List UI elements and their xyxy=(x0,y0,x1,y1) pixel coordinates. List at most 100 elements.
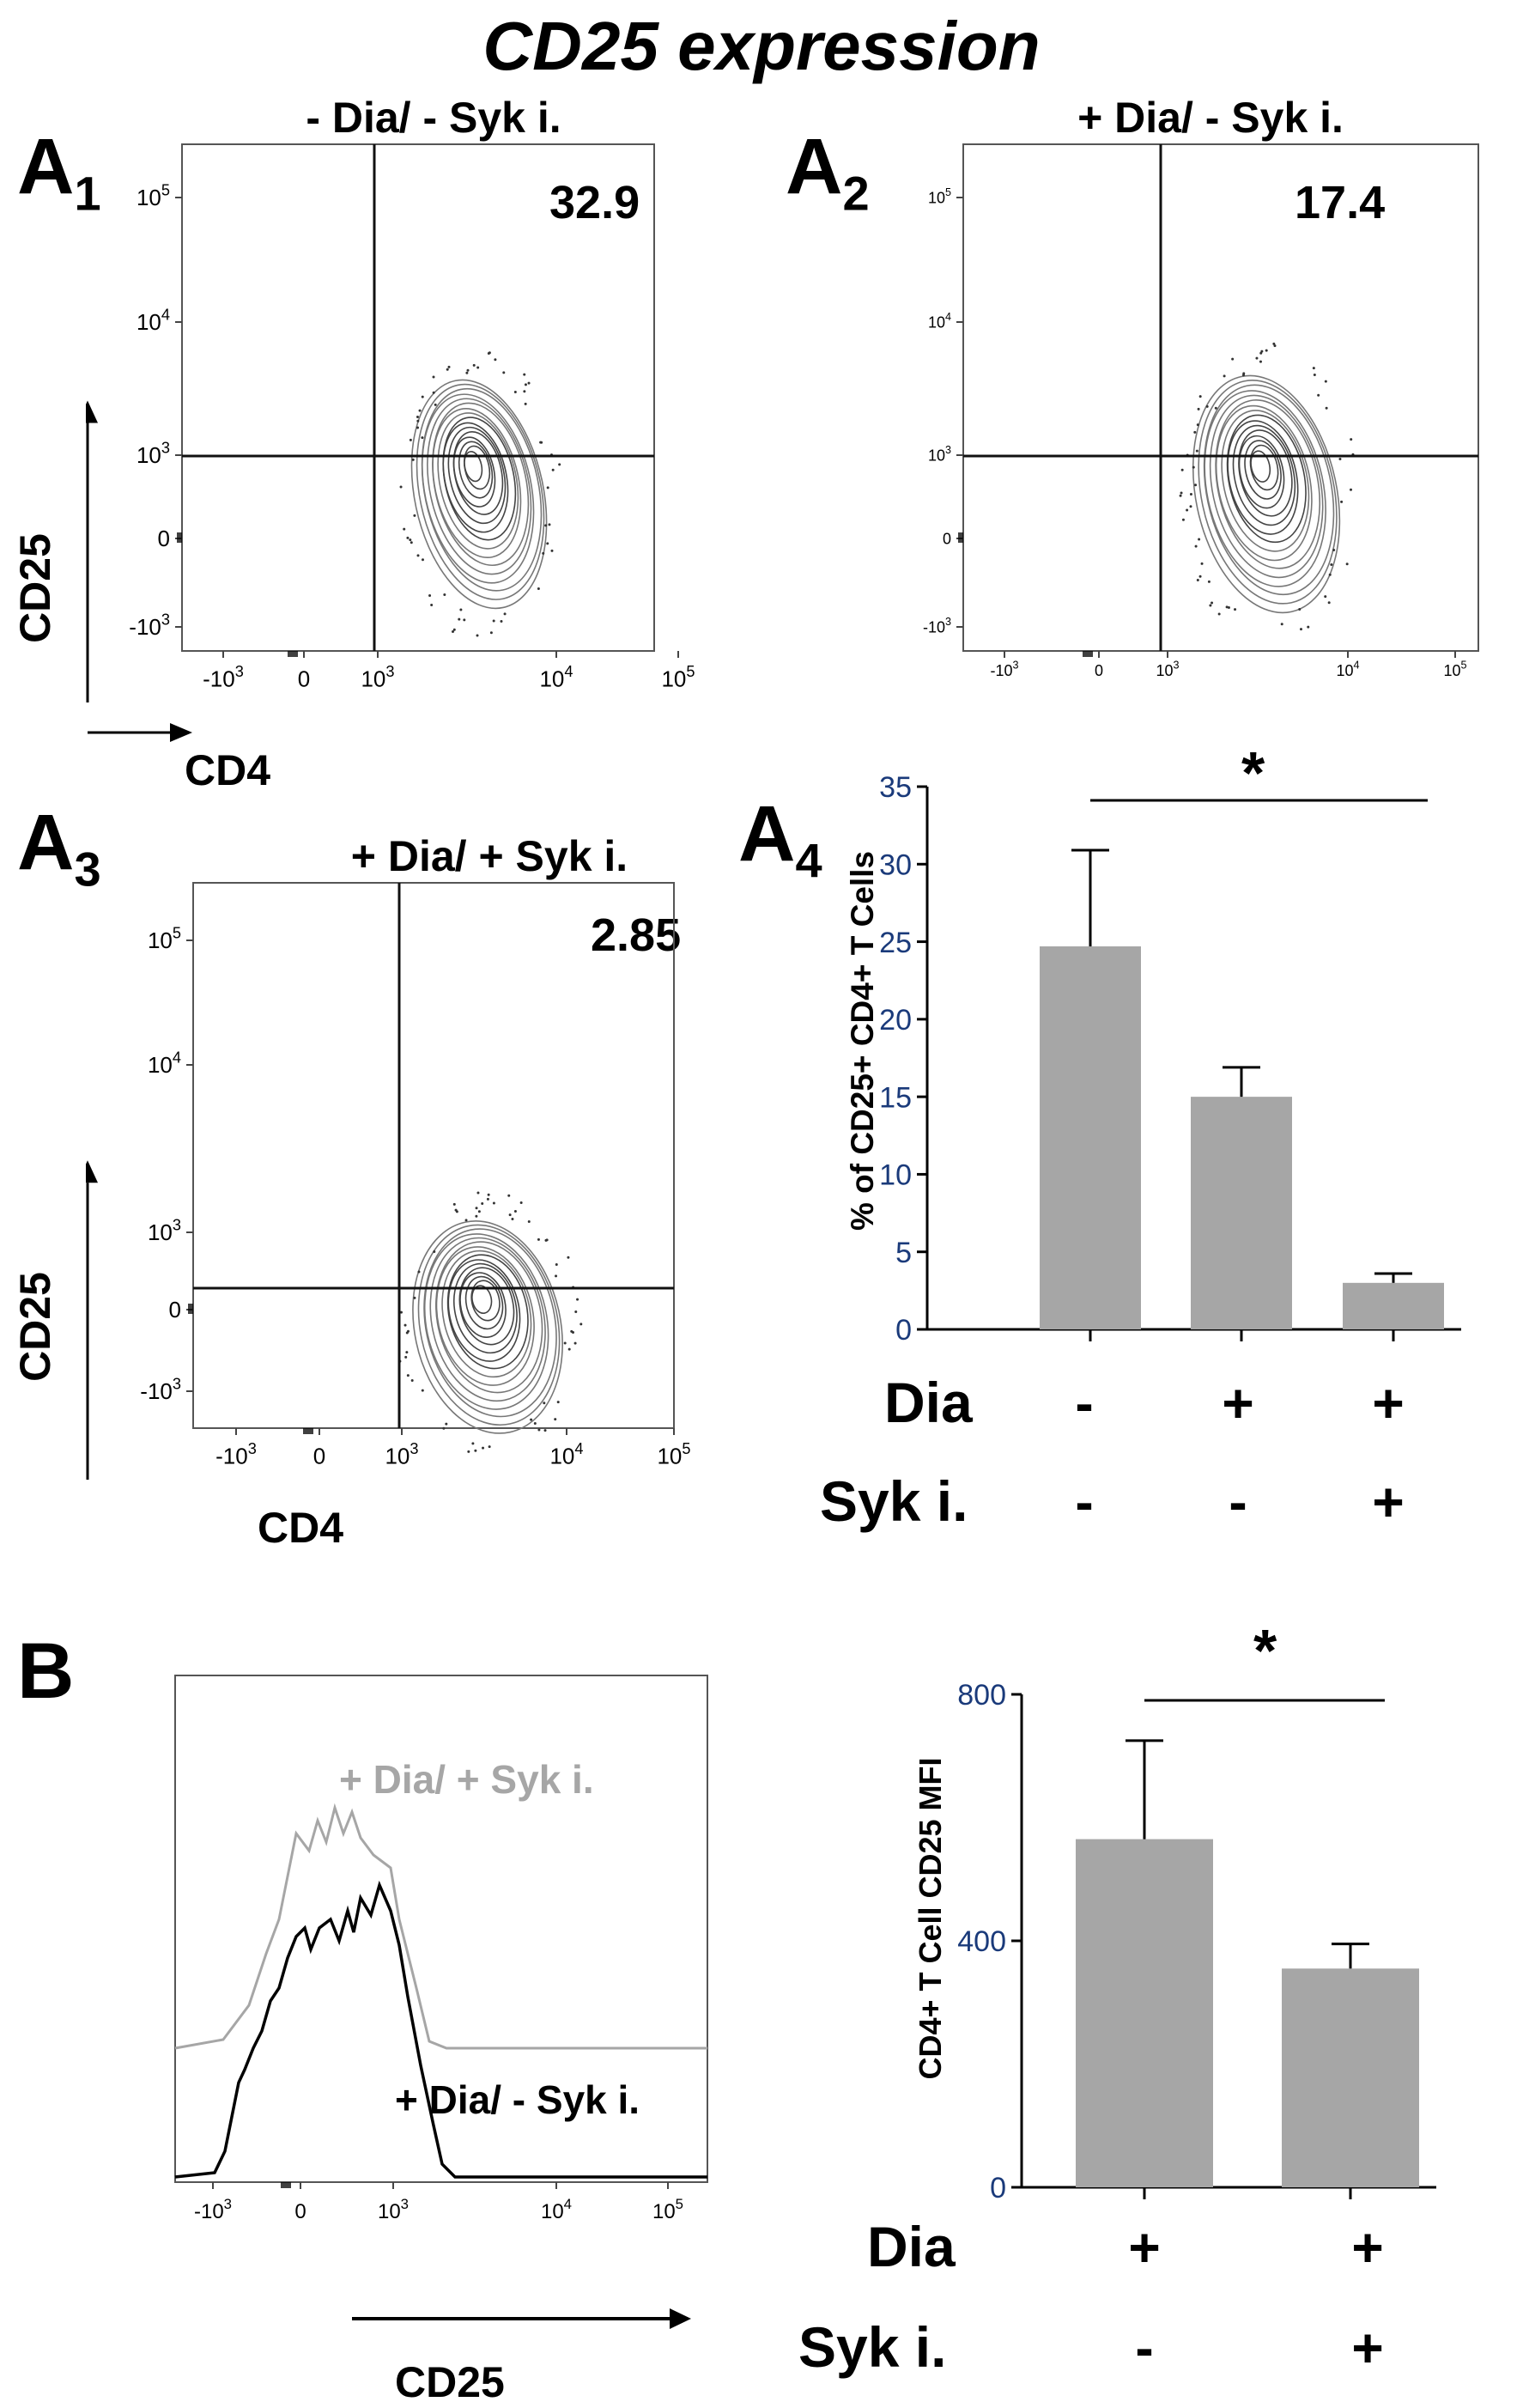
a4-dia-sign-3: + xyxy=(1372,1372,1405,1434)
outlier-dot xyxy=(530,1418,533,1421)
contour-level xyxy=(429,1237,546,1402)
x-tick-label: 105 xyxy=(657,1440,690,1469)
outlier-dot xyxy=(489,631,493,635)
figure-title: CD25 expression xyxy=(482,8,1041,84)
outlier-dot xyxy=(524,402,527,405)
outlier-dot xyxy=(567,1347,571,1351)
contour-level xyxy=(421,393,535,584)
contour-level xyxy=(410,379,548,610)
outlier-dot xyxy=(1180,491,1183,495)
histogram-series-black-label: + Dia/ - Syk i. xyxy=(395,2077,640,2122)
outlier-dot xyxy=(533,1421,537,1425)
outlier-dot xyxy=(452,1202,456,1206)
outlier-dot xyxy=(544,524,548,527)
b-dia-sign-2: + xyxy=(1351,2216,1384,2278)
contour-level xyxy=(1238,429,1293,517)
outlier-dot xyxy=(452,628,456,631)
x-tick-label: 104 xyxy=(541,2196,572,2223)
outlier-dot xyxy=(537,1428,541,1432)
outlier-dot xyxy=(511,1218,514,1221)
flow-plot-a3-ylabel: CD25 xyxy=(11,1272,59,1382)
outlier-dot xyxy=(527,1219,531,1223)
flow-plot-a1-xlabel: CD4 xyxy=(185,746,271,794)
outlier-dot xyxy=(465,371,469,374)
contour-level xyxy=(458,441,494,499)
outlier-dot xyxy=(574,1310,578,1314)
flow-plot-a2-gate-value: 17.4 xyxy=(1295,177,1386,228)
bar-chart-a4-significance: * xyxy=(1241,739,1265,806)
histogram-series-black xyxy=(174,1880,707,2179)
outlier-dot xyxy=(542,551,545,555)
panel-label-a2: A2 xyxy=(786,123,870,221)
outlier-dot xyxy=(545,1238,549,1242)
x-tick-label: 0 xyxy=(313,1444,325,1469)
outlier-dot xyxy=(1195,449,1198,453)
outlier-dot xyxy=(527,381,531,385)
outlier-dot xyxy=(475,1214,478,1218)
flow-plot-a3-title: + Dia/ + Syk i. xyxy=(350,832,628,880)
outlier-dot xyxy=(503,612,507,616)
outlier-dot xyxy=(421,1389,424,1392)
outlier-dot xyxy=(413,1296,416,1299)
b-syk-sign-2: + xyxy=(1351,2317,1384,2379)
outlier-dot xyxy=(433,1250,436,1254)
contour-level xyxy=(435,1241,543,1394)
y-tick-label: 10 xyxy=(879,1159,912,1192)
panel-label-a4: A4 xyxy=(738,790,822,888)
outlier-dot xyxy=(417,1270,421,1274)
outlier-dot xyxy=(399,1310,403,1314)
histogram-series-gray xyxy=(174,1803,707,2050)
outlier-dot xyxy=(434,403,437,406)
x-tick-label: 104 xyxy=(1336,660,1359,679)
outlier-dot xyxy=(428,594,432,598)
outlier-dot xyxy=(459,608,463,611)
outlier-dot xyxy=(1330,563,1333,567)
outlier-dot xyxy=(477,1210,481,1213)
bar-chart-b-ylabel: CD4+ T Cell CD25 MFI xyxy=(913,1757,948,2080)
outlier-dot xyxy=(1180,468,1184,471)
contour-level xyxy=(1192,374,1341,614)
outlier-dot xyxy=(488,351,491,355)
outlier-dot xyxy=(558,463,561,466)
outlier-dot xyxy=(432,391,435,394)
outlier-dot xyxy=(1200,562,1204,565)
x-tick-label: 104 xyxy=(549,1440,583,1469)
outlier-dot xyxy=(1209,604,1212,607)
bar-chart-b-significance: * xyxy=(1253,1617,1277,1684)
panel-label-b: B xyxy=(17,1627,75,1715)
outlier-dot xyxy=(416,416,419,419)
outlier-dot xyxy=(1217,612,1221,616)
y-tick-label: 25 xyxy=(879,927,912,959)
x-tick-label: 105 xyxy=(652,2196,683,2223)
outlier-dot xyxy=(1196,578,1199,581)
a4-syk-sign-2: - xyxy=(1229,1471,1247,1533)
flow-plot-a3-xlabel: CD4 xyxy=(258,1504,344,1552)
flow-plot-a1-gate-value: 32.9 xyxy=(549,177,640,228)
outlier-dot xyxy=(1340,500,1344,503)
outlier-dot xyxy=(446,368,449,371)
outlier-dot xyxy=(576,1298,579,1301)
x-axis-arrow-head xyxy=(170,723,192,742)
x-tick-label: 105 xyxy=(661,663,695,692)
y-tick-label: 0 xyxy=(169,1297,181,1323)
outlier-dot xyxy=(513,391,517,394)
outlier-dot xyxy=(1350,438,1353,441)
contour-level xyxy=(464,1275,504,1330)
outlier-dot xyxy=(416,554,420,557)
outlier-dot xyxy=(567,1256,570,1259)
b-dia-sign-1: + xyxy=(1128,2216,1161,2278)
outlier-dot xyxy=(550,549,554,552)
outlier-dot xyxy=(1307,625,1310,629)
histogram-xlabel: CD25 xyxy=(395,2358,505,2406)
plot-frame xyxy=(192,882,675,1429)
outlier-dot xyxy=(537,587,540,590)
outlier-dot xyxy=(476,366,480,369)
outlier-dot xyxy=(1350,488,1353,491)
outlier-dot xyxy=(1312,367,1315,370)
flow-plot-a3-gate-value: 2.85 xyxy=(591,909,682,961)
outlier-dot xyxy=(492,1201,495,1205)
outlier-dot xyxy=(1299,628,1302,631)
y-tick-label: -103 xyxy=(140,1375,181,1404)
contour-level xyxy=(416,383,545,600)
outlier-dot xyxy=(486,1197,489,1201)
